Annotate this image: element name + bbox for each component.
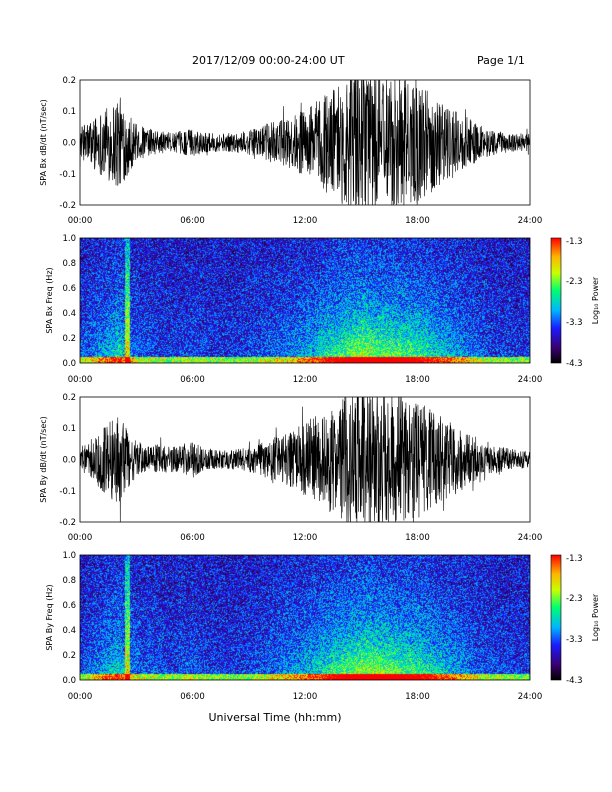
- by-dbdt-xtick-2: 12:00: [293, 533, 318, 543]
- by-dbdt-xtick-4: 24:00: [518, 533, 543, 543]
- by-spectrogram-xtick-3: 18:00: [405, 692, 430, 702]
- bx-dbdt-ytick-1: 0.1: [62, 107, 76, 117]
- by-dbdt-ylabel: SPA By dB/dt (nT/sec): [39, 416, 48, 503]
- bx-spectrogram-ytick-4: 0.2: [62, 334, 76, 344]
- by-dbdt-ytick-3: -0.1: [59, 487, 76, 497]
- by-spectrogram-xtick-2: 12:00: [293, 692, 318, 702]
- bx-dbdt-series-line: [80, 80, 530, 205]
- bx-dbdt-xtick-3: 18:00: [405, 216, 430, 226]
- by-colorbar-tick-3: -4.3: [566, 676, 583, 686]
- by-dbdt-ytick-4: -0.2: [59, 518, 76, 528]
- bx-dbdt-ytick-2: 0.0: [62, 139, 76, 149]
- by-spectrogram-plot-frame: [79, 554, 531, 681]
- by-spectrogram-image: [80, 555, 530, 680]
- by-spectrogram-ytick-0: 1.0: [62, 551, 76, 561]
- bx-spectrogram-ytick-1: 0.8: [62, 259, 76, 269]
- bx-spectrogram-image: [80, 238, 530, 363]
- bx-dbdt-plot-frame: [79, 79, 531, 206]
- bx-dbdt-ytick-0: 0.2: [62, 76, 76, 86]
- by-spectrogram-ytick-1: 0.8: [62, 576, 76, 586]
- by-dbdt-xtick-3: 18:00: [405, 533, 430, 543]
- header-date-range: 2017/12/09 00:00-24:00 UT: [192, 54, 345, 67]
- bx-spectrogram-ytick-2: 0.6: [62, 284, 76, 294]
- by-spectrogram-ytick-4: 0.2: [62, 651, 76, 661]
- bx-dbdt-ylabel: SPA Bx dB/dt (nT/sec): [39, 99, 48, 186]
- bx-dbdt-xtick-1: 06:00: [180, 216, 205, 226]
- by-colorbar-tick-1: -2.3: [566, 594, 583, 604]
- bx-spectrogram-ylabel: SPA Bx Freq (Hz): [45, 267, 54, 333]
- by-dbdt-plot-frame: [79, 396, 531, 523]
- bx-dbdt-xtick-2: 12:00: [293, 216, 318, 226]
- by-colorbar-tick-0: -1.3: [566, 554, 583, 564]
- bx-colorbar-tick-2: -3.3: [566, 318, 583, 328]
- bx-dbdt-ytick-3: -0.1: [59, 170, 76, 180]
- bx-spectrogram-ytick-5: 0.0: [62, 359, 76, 369]
- by-dbdt-xtick-0: 00:00: [68, 533, 93, 543]
- bx-spectrogram-xtick-4: 24:00: [518, 375, 543, 385]
- by-dbdt-trace: [80, 397, 530, 522]
- bx-spectrogram-xtick-2: 12:00: [293, 375, 318, 385]
- bx-dbdt-trace: [80, 80, 530, 205]
- bx-colorbar-tick-0: -1.3: [566, 237, 583, 247]
- panel-bx-spectrogram: SPA Bx Freq (Hz) 1.0 0.8 0.6 0.4 0.2 0.0…: [45, 234, 600, 385]
- by-dbdt-ytick-0: 0.2: [62, 393, 76, 403]
- by-dbdt-xtick-1: 06:00: [180, 533, 205, 543]
- by-spectrogram-ytick-5: 0.0: [62, 676, 76, 686]
- by-spectrogram-ytick-2: 0.6: [62, 601, 76, 611]
- panel-by-spectrogram: SPA By Freq (Hz) 1.0 0.8 0.6 0.4 0.2 0.0…: [45, 551, 600, 702]
- by-colorbar: [550, 554, 562, 681]
- by-dbdt-ytick-1: 0.1: [62, 424, 76, 434]
- by-colorbar-label: Log₁₀ Power: [591, 593, 600, 641]
- by-dbdt-series-line: [80, 397, 530, 522]
- by-spectrogram-ytick-3: 0.4: [62, 626, 76, 636]
- bx-dbdt-xtick-0: 00:00: [68, 216, 93, 226]
- bx-spectrogram-ytick-3: 0.4: [62, 309, 76, 319]
- bx-colorbar-tick-3: -4.3: [566, 359, 583, 369]
- bx-colorbar-label: Log₁₀ Power: [591, 276, 600, 324]
- bx-spectrogram-plot-frame: [79, 237, 531, 364]
- bx-spectrogram-xtick-3: 18:00: [405, 375, 430, 385]
- bx-spectrogram-ytick-0: 1.0: [62, 234, 76, 244]
- bx-spectrogram-xtick-1: 06:00: [180, 375, 205, 385]
- by-spectrogram-xtick-4: 24:00: [518, 692, 543, 702]
- by-dbdt-ytick-2: 0.0: [62, 456, 76, 466]
- panel-by-dbdt: SPA By dB/dt (nT/sec) 0.2 0.1 0.0 -0.1 -…: [39, 393, 543, 543]
- panel-bx-dbdt: SPA Bx dB/dt (nT/sec) 0.2 0.1 0.0 -0.1 -…: [39, 76, 543, 226]
- bx-colorbar: [550, 237, 562, 364]
- header-page-number: Page 1/1: [477, 54, 525, 67]
- x-axis-title: Universal Time (hh:mm): [209, 711, 342, 724]
- bx-spectrogram-xtick-0: 00:00: [68, 375, 93, 385]
- by-spectrogram-xtick-0: 00:00: [68, 692, 93, 702]
- bx-dbdt-xtick-4: 24:00: [518, 216, 543, 226]
- bx-colorbar-tick-1: -2.3: [566, 277, 583, 287]
- by-colorbar-tick-2: -3.3: [566, 635, 583, 645]
- by-spectrogram-ylabel: SPA By Freq (Hz): [45, 584, 54, 650]
- by-spectrogram-xtick-1: 06:00: [180, 692, 205, 702]
- bx-dbdt-ytick-4: -0.2: [59, 201, 76, 211]
